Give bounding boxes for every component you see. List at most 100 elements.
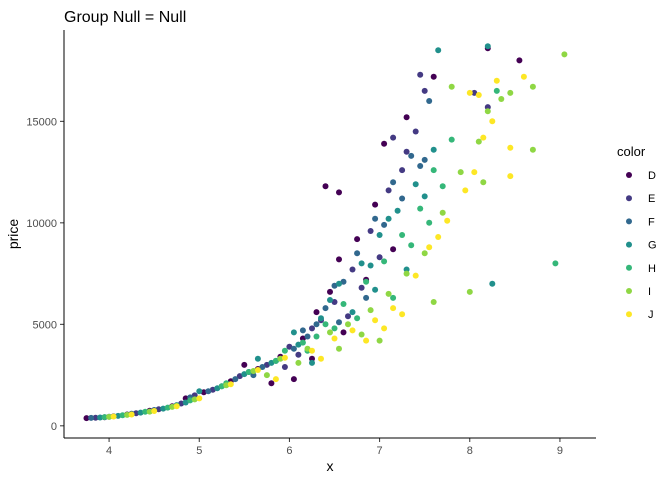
data-point-j [372, 317, 379, 324]
data-point-d [516, 57, 523, 64]
data-point-f [408, 152, 415, 159]
data-point-e [236, 373, 243, 380]
data-point-h [272, 357, 279, 364]
data-point-i [466, 288, 473, 295]
data-point-j [466, 89, 473, 96]
data-point-i [169, 403, 176, 410]
data-point-h [408, 242, 415, 249]
data-point-e [403, 148, 410, 155]
data-point-d [200, 389, 207, 396]
data-point-e [209, 386, 216, 393]
data-point-j [390, 305, 397, 312]
data-point-e [295, 351, 302, 358]
x-tick-label: 9 [557, 445, 563, 457]
legend-label-d: D [648, 170, 656, 182]
data-point-i [146, 408, 153, 415]
data-point-f [232, 376, 239, 383]
data-point-g [214, 385, 221, 392]
data-point-g [196, 388, 203, 395]
data-point-f [205, 388, 212, 395]
data-point-g [290, 329, 297, 336]
data-point-d [83, 415, 90, 422]
data-point-e [286, 343, 293, 350]
data-point-d [336, 189, 342, 196]
legend-key-g [626, 241, 632, 248]
data-point-i [475, 138, 482, 145]
data-point-j [462, 187, 469, 194]
legend-label-e: E [648, 193, 655, 205]
data-point-h [245, 369, 252, 375]
data-point-j [196, 395, 203, 402]
x-tick-label: 7 [377, 445, 383, 457]
data-point-i [191, 396, 198, 403]
data-point-d [336, 256, 342, 263]
data-point-j [331, 335, 338, 342]
data-point-i [457, 169, 464, 176]
data-point-f [322, 305, 329, 312]
data-point-i [484, 108, 491, 115]
data-point-j [480, 134, 487, 141]
legend-key-h [626, 264, 632, 271]
data-point-e [133, 410, 140, 417]
data-point-h [552, 260, 559, 267]
data-point-i [336, 345, 342, 352]
y-axis-title: price [5, 219, 21, 250]
legend-key-d [626, 172, 632, 178]
data-point-f [363, 294, 370, 301]
data-point-d [290, 376, 297, 383]
data-point-j [128, 411, 135, 418]
data-point-i [529, 83, 536, 90]
data-point-h [142, 408, 149, 415]
data-point-h [218, 383, 225, 390]
data-point-e [358, 284, 365, 291]
legend-title: color [617, 144, 646, 159]
data-point-e [376, 254, 383, 261]
y-tick-label: 5000 [33, 319, 57, 331]
data-point-g [421, 193, 428, 200]
data-point-d [403, 114, 410, 121]
data-point-j [426, 244, 433, 251]
data-point-h [313, 333, 320, 340]
data-point-i [430, 299, 437, 305]
data-point-j [281, 354, 288, 361]
data-point-d [299, 335, 306, 342]
data-point-j [507, 144, 514, 151]
data-point-f [259, 364, 266, 370]
x-tick-label: 5 [196, 445, 202, 457]
y-tick-label: 0 [51, 421, 57, 433]
data-point-i [295, 359, 302, 366]
data-points [83, 43, 568, 422]
data-point-h [322, 321, 329, 328]
data-point-d [322, 183, 329, 190]
data-point-i [358, 331, 365, 338]
legend-label-g: G [648, 240, 657, 252]
data-point-g [160, 405, 167, 412]
x-axis-ticks: 4 5 6 7 8 9 [106, 438, 563, 457]
y-axis-ticks: 0 5000 10000 15000 [26, 116, 64, 433]
data-point-h [426, 219, 433, 226]
data-point-e [263, 361, 270, 368]
data-point-d [372, 201, 379, 208]
data-point-i [439, 209, 446, 216]
data-point-h [340, 301, 347, 307]
data-point-i [403, 270, 410, 277]
data-point-j [507, 173, 514, 180]
data-point-g [484, 43, 491, 50]
data-point-e [421, 87, 428, 94]
data-point-i [277, 355, 284, 362]
x-tick-label: 6 [286, 445, 292, 457]
chart-title: Group Null = Null [64, 9, 186, 26]
data-point-f [399, 195, 406, 202]
data-point-j [493, 77, 500, 84]
data-point-i [345, 321, 351, 328]
data-point-f [88, 414, 95, 421]
data-point-f [390, 179, 397, 186]
data-point-g [385, 215, 392, 222]
data-point-g [182, 399, 189, 406]
data-point-g [254, 355, 261, 362]
data-point-d [268, 380, 275, 387]
data-point-f [304, 333, 311, 340]
data-point-g [367, 262, 374, 269]
